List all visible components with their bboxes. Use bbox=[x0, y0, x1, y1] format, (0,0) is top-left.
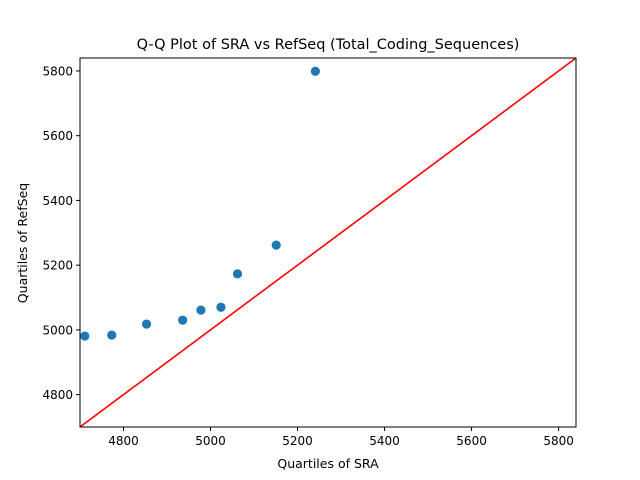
data-point-4 bbox=[178, 315, 188, 325]
x-tick-label-5800: 5800 bbox=[543, 434, 574, 448]
data-point-1 bbox=[80, 331, 90, 341]
plot-frame bbox=[79, 57, 577, 428]
x-tick-label-5400: 5400 bbox=[369, 434, 400, 448]
x-tick-label-4800: 4800 bbox=[108, 434, 139, 448]
x-tick-label-5600: 5600 bbox=[456, 434, 487, 448]
x-tick-label-5000: 5000 bbox=[195, 434, 226, 448]
y-tick-label-5000: 5000 bbox=[42, 323, 73, 337]
chart-title: Q-Q Plot of SRA vs RefSeq (Total_Coding_… bbox=[137, 37, 520, 53]
y-tick-label-5400: 5400 bbox=[42, 194, 73, 208]
data-point-5 bbox=[196, 305, 206, 315]
y-tick-label-5200: 5200 bbox=[42, 259, 73, 273]
data-point-7 bbox=[232, 269, 243, 279]
x-axis-label: Quartiles of SRA bbox=[277, 456, 379, 471]
y-tick-label-5800: 5800 bbox=[42, 64, 73, 78]
data-point-3 bbox=[141, 319, 152, 329]
data-point-6 bbox=[216, 302, 226, 312]
y-tick-label-5600: 5600 bbox=[42, 129, 73, 143]
data-point-9 bbox=[310, 66, 320, 76]
y-tick-label-4800: 4800 bbox=[42, 388, 73, 402]
x-tick-label-5200: 5200 bbox=[282, 434, 313, 448]
data-point-2 bbox=[107, 330, 117, 340]
y-axis-label: Quartiles of RefSeq bbox=[15, 183, 30, 303]
plot-area: 4800 5000 5200 5400 5600 5800 4800 5000 5200 5400… bbox=[42, 57, 577, 448]
data-point-8 bbox=[271, 240, 281, 250]
reference-line bbox=[80, 58, 576, 427]
